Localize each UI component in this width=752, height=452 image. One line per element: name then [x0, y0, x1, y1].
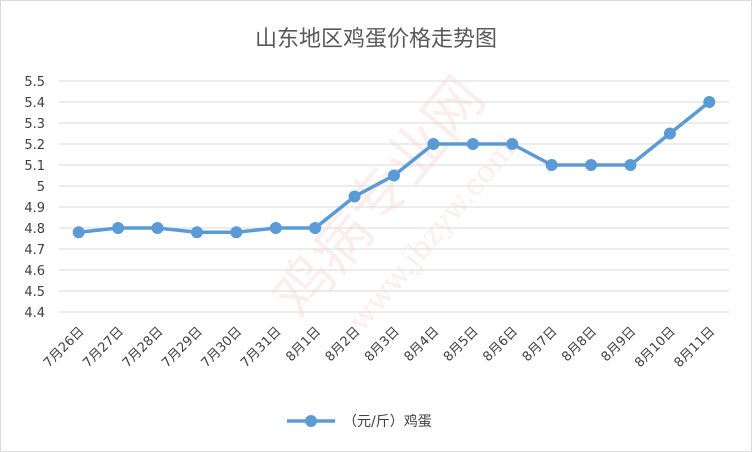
data-point — [703, 96, 716, 108]
y-tick-label: 5.1 — [24, 159, 45, 174]
data-point — [72, 226, 85, 239]
y-tick-label: 5 — [37, 180, 45, 195]
data-point — [151, 222, 164, 234]
data-point — [663, 127, 676, 140]
legend-label: （元/斤）鸡蛋 — [343, 413, 432, 430]
x-tick-label: 8月10日 — [632, 324, 679, 371]
chart-title: 山东地区鸡蛋价格走势图 — [255, 27, 497, 52]
y-tick-label: 4.6 — [24, 264, 45, 279]
x-tick-label: 8月2日 — [323, 324, 364, 365]
x-tick-label: 7月30日 — [199, 324, 246, 371]
y-tick-label: 5.4 — [24, 96, 45, 111]
data-point — [230, 226, 243, 239]
x-tick-label: 7月26日 — [41, 324, 88, 371]
y-tick-label: 5.2 — [24, 138, 45, 153]
data-point — [388, 169, 400, 182]
y-axis-ticks: 4.4 4.5 4.6 4.7 4.8 4.9 5 5.1 5.2 5.3 5.4 5.5 — [24, 75, 45, 321]
x-tick-label: 8月8日 — [559, 324, 600, 365]
watermark: 鸡病专业网 www.jbzyw.com — [260, 64, 523, 338]
data-point — [427, 138, 440, 150]
x-tick-label: 8月6日 — [480, 324, 521, 365]
data-point — [466, 138, 479, 150]
y-tick-label: 4.9 — [24, 201, 45, 216]
legend-marker — [305, 415, 317, 427]
x-tick-label: 7月28日 — [120, 324, 167, 371]
legend: （元/斤）鸡蛋 — [287, 413, 432, 430]
y-tick-label: 4.5 — [24, 285, 45, 300]
y-tick-label: 4.7 — [24, 243, 45, 258]
x-tick-label: 7月27日 — [80, 324, 127, 371]
data-point — [506, 138, 519, 150]
data-point — [112, 222, 125, 234]
y-tick-label: 5.3 — [24, 117, 45, 132]
x-tick-label: 8月1日 — [283, 324, 324, 365]
data-point — [190, 226, 203, 239]
x-tick-label: 8月4日 — [402, 324, 443, 365]
y-tick-label: 5.5 — [24, 75, 45, 90]
x-tick-label: 8月5日 — [441, 324, 482, 365]
data-point — [545, 159, 558, 171]
x-tick-label: 8月7日 — [520, 324, 561, 365]
x-tick-label: 7月29日 — [159, 324, 206, 371]
data-point — [309, 222, 322, 234]
x-tick-label: 7月31日 — [238, 324, 285, 371]
data-point — [585, 159, 598, 171]
y-tick-label: 4.4 — [24, 306, 45, 321]
data-point — [348, 190, 361, 203]
data-point — [624, 159, 637, 171]
series-eggs — [72, 96, 716, 239]
y-tick-label: 4.8 — [24, 222, 45, 237]
data-point — [269, 222, 282, 234]
x-tick-label: 8月11日 — [672, 324, 719, 371]
